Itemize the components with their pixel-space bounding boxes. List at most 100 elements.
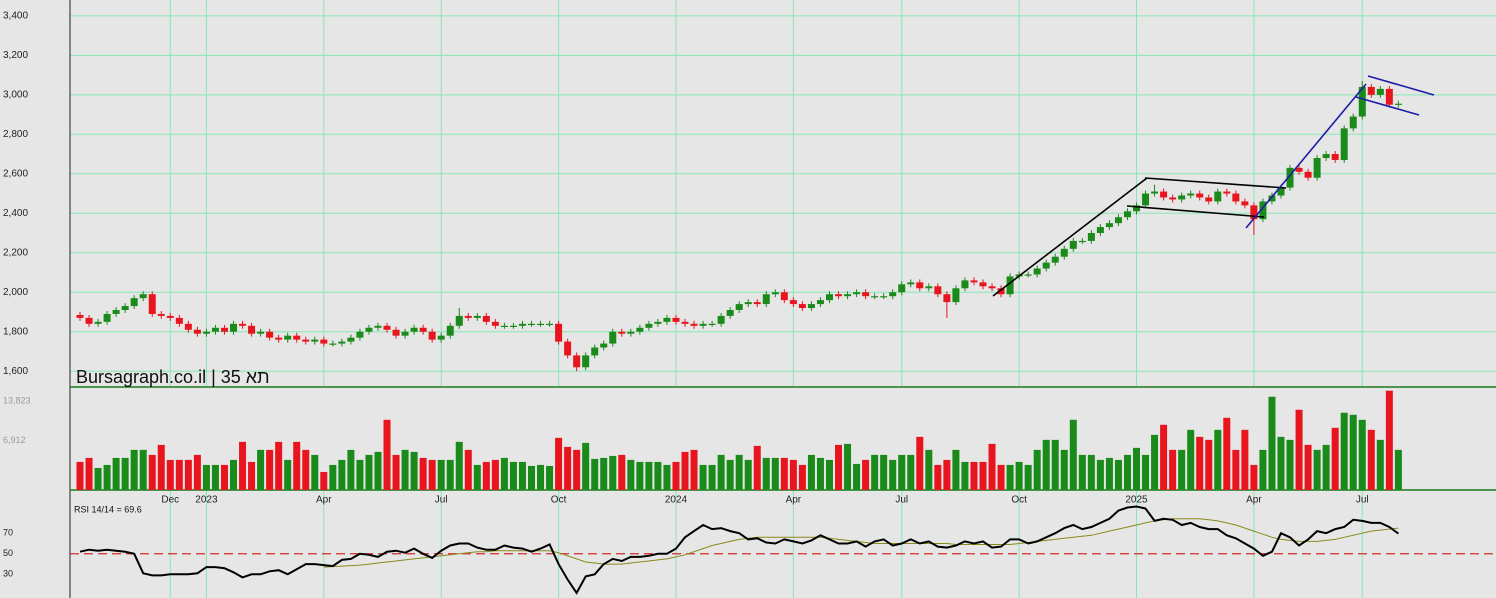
candle-body xyxy=(735,304,743,311)
candle-body xyxy=(744,302,752,305)
candle-body xyxy=(645,323,653,328)
volume-bar xyxy=(284,459,292,490)
volume-bar xyxy=(907,454,915,490)
candle-body xyxy=(1394,103,1402,105)
candle-body xyxy=(1060,248,1068,257)
volume-bar xyxy=(293,441,301,490)
candle-body xyxy=(970,280,978,283)
volume-bar xyxy=(1187,429,1195,490)
volume-bar xyxy=(383,419,391,490)
y-tick-label: 2,800 xyxy=(3,129,28,140)
volume-bar xyxy=(1295,409,1303,490)
candle-body xyxy=(419,327,427,332)
volume-bar xyxy=(807,454,815,490)
volume-bar xyxy=(636,461,644,490)
candle-body xyxy=(500,325,508,327)
candle-body xyxy=(871,296,879,298)
volume-bar xyxy=(925,449,933,490)
candle-body xyxy=(943,294,951,303)
x-tick-label: 2024 xyxy=(665,495,688,506)
trendline xyxy=(1367,75,1435,96)
volume-bar xyxy=(166,459,174,490)
candle-body xyxy=(1277,187,1285,196)
candle-body xyxy=(148,294,156,314)
candle-body xyxy=(681,321,689,324)
candle-body xyxy=(356,331,364,338)
candle-body xyxy=(997,288,1005,295)
candle-body xyxy=(202,331,210,334)
candle-body xyxy=(609,331,617,344)
trendlines xyxy=(992,75,1435,297)
volume-bar xyxy=(573,449,581,490)
volume-bar xyxy=(266,449,274,490)
candle-body xyxy=(509,325,517,327)
candle-body xyxy=(473,315,481,318)
volume-bar xyxy=(934,464,942,490)
candle-body xyxy=(835,294,843,297)
volume-bar xyxy=(148,454,156,490)
candle-body xyxy=(139,294,147,299)
y-tick-label: 13,823 xyxy=(3,395,31,405)
volume-bar xyxy=(1033,449,1041,490)
volume-bar xyxy=(1205,439,1213,490)
volume-bar xyxy=(780,457,788,490)
volume-bar xyxy=(961,461,969,490)
candle-body xyxy=(1033,268,1041,275)
candle-body xyxy=(1051,256,1059,263)
y-tick-label: 2,600 xyxy=(3,168,28,179)
candle-body xyxy=(1078,240,1086,243)
candle-body xyxy=(1331,154,1339,160)
candle-body xyxy=(1385,88,1393,105)
candle-body xyxy=(1223,191,1231,194)
candle-body xyxy=(175,317,183,324)
y-tick-label: 2,200 xyxy=(3,247,28,258)
candle-body xyxy=(446,325,454,336)
volume-bar xyxy=(437,459,445,490)
volume-bar xyxy=(94,467,102,490)
volume-bar xyxy=(735,454,743,490)
candle-body xyxy=(1178,195,1186,200)
candle-body xyxy=(708,323,716,326)
volume-bar xyxy=(1024,464,1032,490)
y-tick-label: 30 xyxy=(3,569,13,579)
volume-bar xyxy=(564,446,572,490)
chart-title: Bursagraph.co.il | תא 35 xyxy=(76,367,270,387)
candle-body xyxy=(1196,193,1204,198)
volume-bar xyxy=(1313,449,1321,490)
candle-body xyxy=(112,310,120,314)
volume-bar xyxy=(1250,464,1258,490)
volume-bar xyxy=(1133,447,1141,490)
volume-bar xyxy=(1358,419,1366,490)
y-tick-label: 70 xyxy=(3,528,13,538)
candle-body xyxy=(771,292,779,295)
volume-bar xyxy=(1232,449,1240,490)
candle-body xyxy=(1205,197,1213,202)
candle-body xyxy=(1105,223,1113,228)
volume-bar xyxy=(853,463,861,490)
candle-body xyxy=(925,286,933,289)
candle-body xyxy=(600,343,608,348)
candle-body xyxy=(898,284,906,293)
candle-body xyxy=(410,327,418,332)
volume-bar xyxy=(1340,412,1348,490)
candle-body xyxy=(1133,205,1141,212)
volume-bar xyxy=(365,454,373,490)
grid-layer xyxy=(70,0,1496,598)
candle-body xyxy=(907,282,915,285)
candle-body xyxy=(654,321,662,324)
candle-body xyxy=(1304,171,1312,178)
volume-bar xyxy=(1277,436,1285,490)
candle-body xyxy=(347,337,355,342)
volume-bar xyxy=(464,449,472,490)
volume-bar xyxy=(1214,429,1222,490)
candle-body xyxy=(121,306,129,311)
volume-bar xyxy=(410,451,418,490)
candle-body xyxy=(239,323,247,326)
y-tick-label: 1,600 xyxy=(3,366,28,377)
volume-bar xyxy=(1349,414,1357,490)
volume-bar xyxy=(139,449,147,490)
volume-bar xyxy=(302,449,310,490)
volume-bar xyxy=(1241,429,1249,490)
volume-bar xyxy=(1376,439,1384,490)
